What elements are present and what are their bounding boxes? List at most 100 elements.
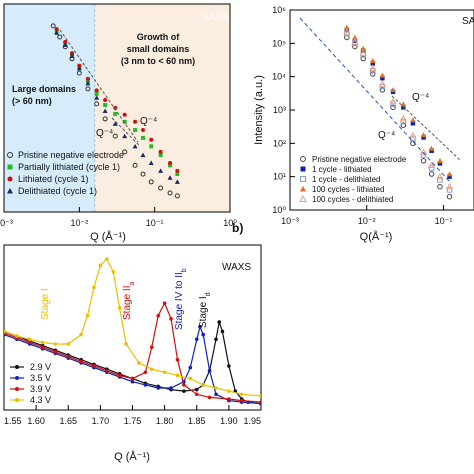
point-b-s3-0: [344, 24, 350, 30]
x-tick-label-c-8: 1.95: [243, 416, 261, 426]
point-c-s3-17: [175, 373, 180, 378]
point-a-s2-8: [122, 112, 127, 117]
point-a-s3-1: [62, 42, 68, 47]
point-c-s2-14: [162, 301, 167, 305]
point-a-s2-4: [85, 76, 90, 81]
point-c-s2-4: [53, 350, 58, 354]
point-c-s3-0: [4, 329, 6, 334]
point-c-s3-11: [111, 269, 116, 274]
point-c-s2-16: [175, 357, 180, 362]
point-b-s0-9: [428, 171, 435, 177]
legend-marker-a-3: [7, 188, 13, 194]
point-a-s0-0: [50, 23, 56, 29]
point-a-s0-13: [158, 185, 164, 191]
point-c-s2-3: [40, 345, 45, 349]
y-tick-label-b-5: 10⁵: [272, 38, 286, 48]
fit-line-q4-b1: [299, 17, 451, 183]
point-b-s1-4: [380, 75, 385, 81]
x-tick-label-c-5: 1.80: [156, 416, 174, 426]
annotation-q4-b1: Q⁻⁴: [412, 92, 429, 103]
point-a-s3-2: [69, 53, 75, 58]
point-c-s1-13: [169, 386, 173, 390]
point-a-s0-11: [140, 171, 146, 177]
point-a-s1-6: [103, 102, 108, 107]
point-c-s1-19: [207, 368, 212, 373]
point-c-s2-13: [156, 313, 160, 318]
y-axis-label-b: Intensity (a.u.): [253, 75, 265, 145]
legend-label-a-1: Partially lithiated (cycle 1): [18, 162, 120, 172]
panel-label-b: b): [232, 221, 243, 235]
point-c-s3-15: [149, 367, 154, 371]
point-b-s3-8: [420, 132, 427, 138]
point-a-s3-10: [140, 152, 146, 158]
annotation-stage-iv-iib-main: Stage IV to II: [174, 272, 185, 330]
point-a-s3-0: [54, 30, 60, 35]
point-a-s2-14: [175, 168, 180, 173]
fit-line-q4-a2: [111, 117, 141, 147]
x-tick-label-a-3: 10⁰: [223, 218, 237, 228]
point-c-s2-11: [143, 370, 148, 375]
point-b-s0-5: [390, 104, 396, 111]
point-b-s3-11: [446, 171, 453, 177]
corner-label-sans-b: SANS: [462, 16, 474, 27]
y-tick-label-b-0: 10⁰: [272, 205, 286, 215]
legend-marker-b-4: [299, 194, 307, 202]
annotation-q4-a2: Q⁻⁴: [140, 116, 157, 127]
point-a-s2-9: [133, 119, 138, 124]
point-c-s2-22: [259, 400, 261, 404]
point-c-s3-6: [79, 332, 83, 337]
annotation-q4-b2: Q⁻⁴: [378, 130, 395, 141]
series-area-c: [4, 257, 261, 406]
point-a-s0-1: [57, 34, 63, 40]
annotation-stage-id-sub: d: [205, 292, 212, 296]
region-label-small-line-2: small domains: [127, 44, 190, 54]
point-b-s2-6: [400, 118, 407, 125]
line-c-3: [4, 258, 261, 397]
point-a-s0-12: [148, 179, 154, 185]
point-c-s1-10: [130, 379, 135, 384]
point-a-s2-1: [63, 39, 68, 44]
point-a-s2-13: [168, 160, 173, 165]
point-a-s2-6: [103, 97, 108, 102]
panel-sans-right: SANS Q⁻⁴ Q⁻⁴ Pristine negative electrode…: [232, 5, 474, 243]
point-b-s4-10: [436, 172, 444, 180]
fit-line-q4-a1: [59, 29, 139, 143]
point-b-s2-11: [446, 187, 453, 193]
point-c-s3-9: [98, 263, 103, 268]
point-a-s1-10: [140, 135, 145, 140]
y-tick-label-b-2: 10²: [273, 138, 286, 148]
point-b-s4-4: [378, 80, 386, 87]
point-a-s3-14: [174, 179, 180, 184]
point-c-s1-18: [201, 332, 205, 337]
x-tick-label-c-0: 1.55: [4, 416, 22, 426]
x-tick-label-c-4: 1.75: [124, 416, 142, 426]
point-a-s1-13: [168, 163, 173, 168]
point-c-s0-20: [220, 329, 225, 334]
x-axis-c: 1.55 1.60 1.65 1.70 1.75 1.80 1.85 1.90 1.95: [3, 405, 262, 426]
x-tick-label-b-0: 10⁻³: [281, 216, 299, 226]
corner-label-waxs: WAXS: [222, 262, 251, 273]
legend-label-a-0: Pristine negative electrode: [18, 150, 124, 160]
point-c-s0-18: [214, 337, 218, 342]
point-c-s2-7: [92, 364, 96, 368]
legend-marker-c-3: [15, 398, 19, 402]
legend-marker-b-2: [300, 176, 306, 182]
x-tick-label-b-1: 10⁻²: [358, 216, 376, 226]
legend-marker-b-0: [300, 156, 306, 162]
point-b-s0-6: [400, 122, 407, 128]
point-a-s3-9: [132, 143, 138, 149]
point-b-s0-11: [446, 193, 453, 200]
point-c-s2-8: [105, 368, 109, 373]
point-b-s3-6: [400, 101, 407, 107]
point-a-s2-0: [54, 27, 59, 32]
axes-b: 10⁰ 10¹ 10² 10³ 10⁴ 10⁵ 10⁶ 10⁻³ 10⁻² 10⁻¹: [272, 5, 452, 226]
point-a-s2-11: [149, 137, 154, 142]
point-c-s3-3: [40, 340, 45, 345]
point-c-s3-22: [239, 392, 244, 397]
point-c-s1-12: [156, 386, 160, 390]
point-a-s1-14: [175, 172, 180, 177]
point-b-s4-3: [369, 64, 377, 71]
point-b-s4-5: [389, 97, 397, 105]
